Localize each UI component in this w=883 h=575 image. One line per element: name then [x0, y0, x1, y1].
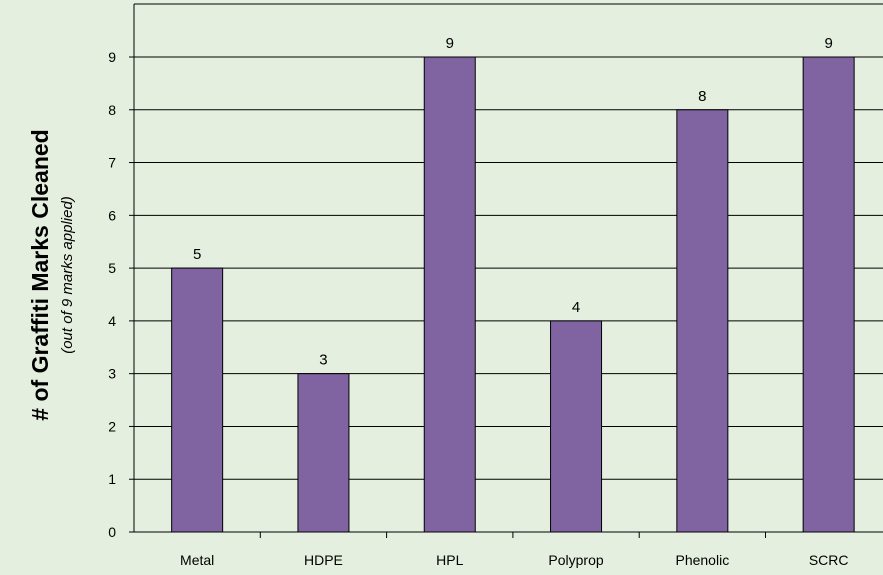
y-tick-label: 1 [108, 471, 116, 487]
y-axis-title: # of Graffiti Marks Cleaned [27, 129, 53, 420]
data-label: 9 [824, 35, 832, 52]
y-axis-subtitle: (out of 9 marks applied) [59, 196, 76, 354]
data-label: 5 [193, 246, 201, 263]
y-tick-label: 4 [108, 313, 116, 329]
y-tick-label: 8 [108, 102, 116, 118]
y-tick-label: 9 [108, 49, 116, 65]
y-tick-label: 5 [108, 260, 116, 276]
y-tick-label: 0 [108, 524, 116, 540]
x-tick-label: HDPE [304, 552, 343, 568]
axes [129, 4, 883, 538]
bar-polyprop [550, 320, 603, 533]
bars [171, 56, 855, 533]
bar-hpl [423, 56, 476, 533]
bar-scrc [802, 56, 855, 533]
x-tick-label: Polyprop [548, 552, 603, 568]
gridlines [134, 3, 883, 480]
data-label: 9 [446, 35, 454, 52]
bar-phenolic [676, 109, 729, 533]
bar-hdpe [297, 373, 350, 533]
y-tick-label: 6 [108, 207, 116, 223]
data-label: 4 [572, 299, 580, 316]
y-tick-label: 2 [108, 418, 116, 434]
bar-metal [171, 267, 224, 533]
labels: 0 1 2 3 4 5 6 7 8 9 5 Metal 3 HDPE 9 HPL 4 Polyprop 8 Pheno… [108, 35, 848, 568]
y-tick-label: 3 [108, 366, 116, 382]
data-label: 8 [698, 88, 706, 105]
x-tick-label: HPL [436, 552, 463, 568]
y-tick-label: 7 [108, 155, 116, 171]
x-tick-label: Metal [180, 552, 214, 568]
data-label: 3 [319, 352, 327, 369]
x-tick-label: SCRC [809, 552, 849, 568]
x-tick-label: Phenolic [675, 552, 729, 568]
